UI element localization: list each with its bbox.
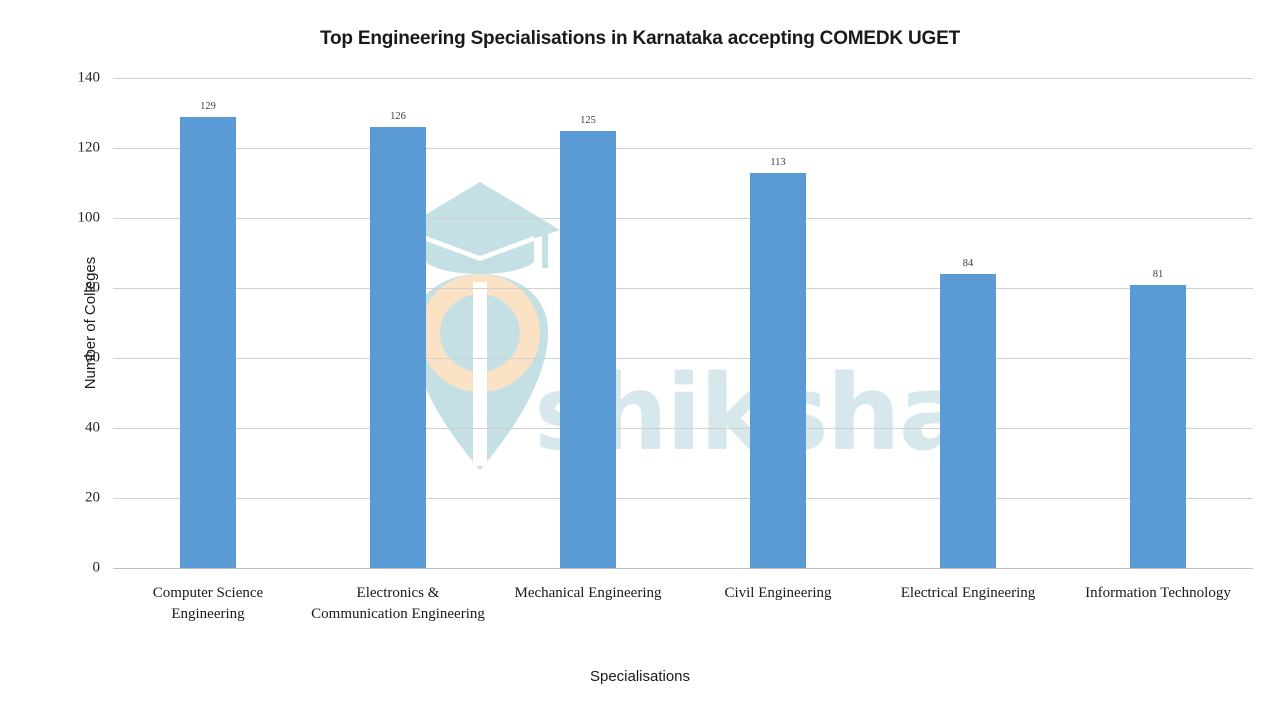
gridline [113, 568, 1253, 569]
x-tick-label: Civil Engineering [724, 585, 832, 601]
bar [750, 172, 806, 568]
x-tick-label: Information Technology [1085, 585, 1231, 601]
y-tick-label: 100 [77, 209, 101, 226]
bar-value-label: 126 [390, 111, 406, 122]
gridline [113, 288, 1253, 289]
page-title: Top Engineering Specialisations in Karna… [320, 28, 960, 49]
x-tick-label: Computer Science Engineering [152, 585, 264, 623]
bar-value-label: 81 [1152, 268, 1164, 280]
y-tick-label: 20 [85, 489, 100, 506]
y-tick-label: 40 [85, 419, 100, 436]
bar [560, 130, 616, 568]
y-axis-title: Number of Colleges [81, 256, 99, 390]
y-tick-label: 0 [92, 559, 101, 576]
bar-value-label: 125 [580, 114, 596, 126]
plot-area: 129 126 125 113 84 81 [113, 78, 1253, 569]
gridline [113, 148, 1253, 149]
x-tick-label: Electronics & Communication Engineering [311, 585, 485, 623]
y-tick-label: 120 [77, 139, 101, 156]
y-tick-label: 80 [85, 279, 100, 296]
bar-value-label: 84 [962, 258, 974, 269]
gridline [113, 218, 1253, 219]
bar [370, 127, 426, 568]
y-tick-label: 60 [85, 349, 100, 366]
bar-value-label: 113 [770, 156, 786, 168]
y-tick-label: 140 [77, 69, 101, 86]
gridline [113, 78, 1253, 79]
x-axis-title: Specialisations [589, 668, 691, 685]
x-tick-label: Mechanical Engineering [514, 585, 662, 601]
x-axis-ticks: Computer Science Engineering Electronics … [113, 583, 1253, 673]
bar-value-label: 129 [200, 100, 216, 112]
gridline [113, 498, 1253, 499]
bar [180, 116, 236, 568]
gridline [113, 358, 1253, 359]
x-tick-label: Electrical Engineering [900, 585, 1036, 601]
gridline [113, 428, 1253, 429]
bar [940, 274, 996, 568]
bar [1130, 284, 1186, 568]
